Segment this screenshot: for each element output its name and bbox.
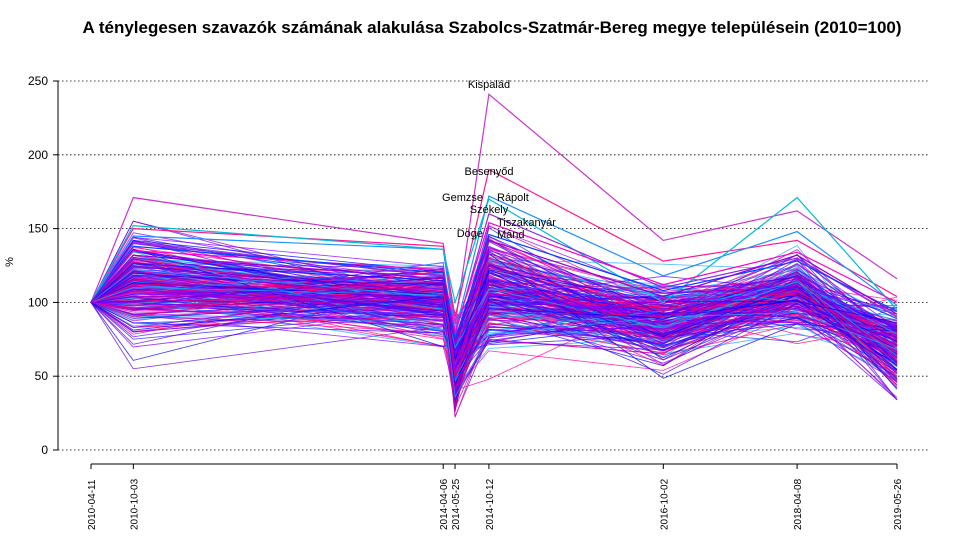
series-line [90,263,898,361]
chart-title: A ténylegesen szavazók számának alakulás… [82,18,902,37]
series-line-Gemzse [90,196,898,311]
y-tick-label: 200 [28,148,48,162]
series-line [90,262,898,391]
series-line [90,283,898,389]
series-line [90,295,898,387]
series-line [90,286,898,364]
series-line [90,272,898,344]
annotation-label: Besenyőd [465,166,514,178]
series-line [90,261,898,379]
series-line [90,281,898,357]
y-axis-label: % [4,257,16,267]
series-line [90,292,898,364]
y-tick-label: 150 [28,222,48,236]
annotated-series-layer: Kispalád Besenyőd Rápolt GemzseSzékelyTisza… [90,79,898,344]
x-tick-label: 2010-04-11 [87,479,98,530]
annotation-label: Székely [470,204,509,216]
series-line [90,269,898,399]
series-line [90,250,898,361]
y-tick-label: 0 [41,443,48,457]
series-line [90,281,898,382]
series-line [90,258,898,354]
x-tick-label: 2014-10-12 [485,478,496,530]
series-bundle [90,220,898,418]
series-line-Székely [90,212,898,336]
annotation-label: Mánd [497,229,525,241]
series-line-Döge [90,233,898,340]
series-line [90,274,898,363]
series-line-Mánd [90,239,898,344]
annotation-label: Tiszakanyár [497,217,556,229]
x-tick-label: 2014-05-25 [451,478,462,530]
annotation-label: Kispalád [468,79,510,91]
x-tick-label: 2019-05-26 [893,478,904,530]
series-line-Besenyőd [90,168,898,318]
series-line [90,270,898,379]
y-tick-label: 250 [28,74,48,88]
y-tick-label: 50 [35,369,49,383]
series-line [90,277,898,401]
annotation-label: Döge [457,228,483,240]
y-tick-label: 100 [28,295,48,309]
annotation-label: Gemzse [442,192,483,204]
series-line [90,237,898,371]
x-tick-label: 2016-10-02 [659,478,670,530]
series-line [90,251,898,382]
axes: 0 50 100 150 200 250 2010-04-11 2010-10-03 2014-… [28,74,904,530]
x-tick-label: 2018-04-08 [793,478,804,530]
series-line-Tiszakanyár [90,221,898,333]
x-tick-label: 2014-04-06 [439,478,450,530]
series-line-Rápolt [90,195,898,333]
x-tick-label: 2010-10-03 [129,478,140,530]
annotation-label: Rápolt [497,192,529,204]
